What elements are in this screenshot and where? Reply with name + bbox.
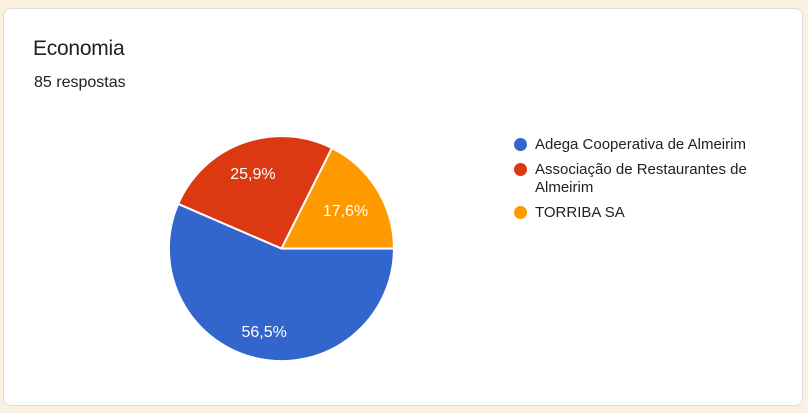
svg-text:17,6%: 17,6%	[323, 203, 368, 220]
svg-text:25,9%: 25,9%	[230, 166, 275, 183]
svg-text:56,5%: 56,5%	[242, 324, 287, 341]
